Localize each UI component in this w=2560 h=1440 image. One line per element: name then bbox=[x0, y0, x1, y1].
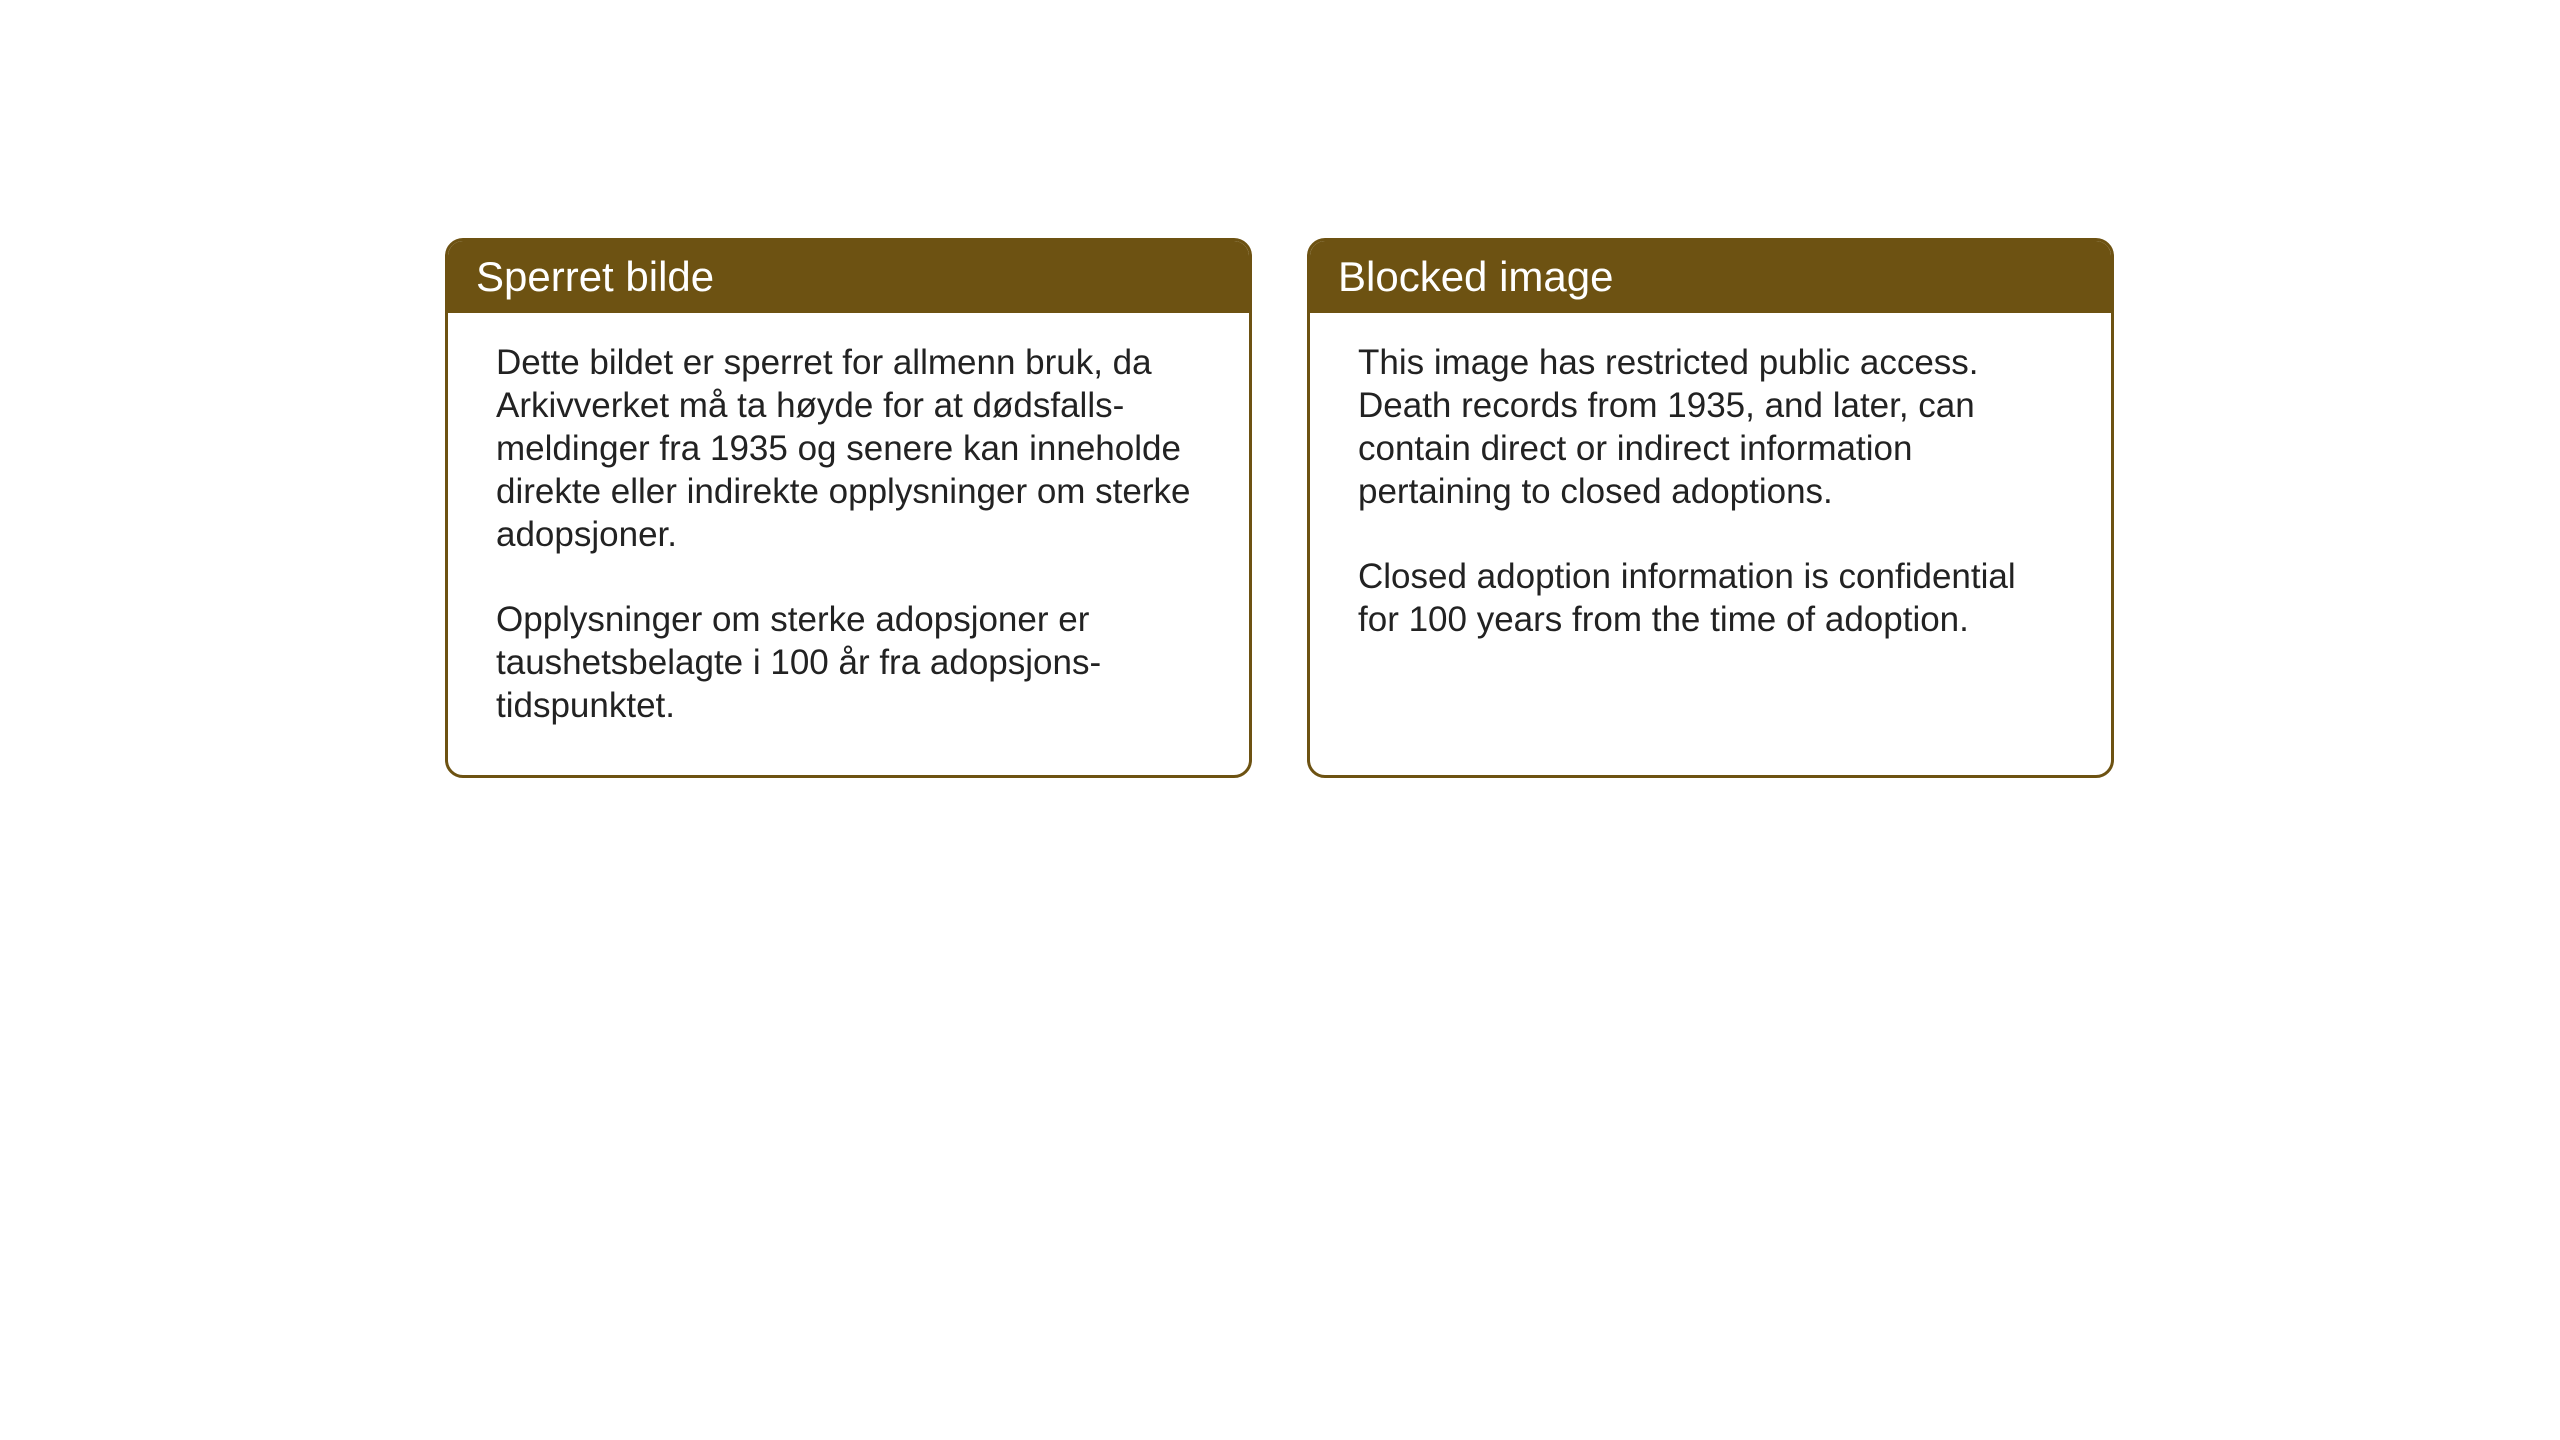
notice-container: Sperret bilde Dette bildet er sperret fo… bbox=[445, 238, 2114, 778]
card-header-norwegian: Sperret bilde bbox=[448, 241, 1249, 313]
card-title: Sperret bilde bbox=[476, 253, 714, 300]
card-title: Blocked image bbox=[1338, 253, 1613, 300]
card-paragraph: This image has restricted public access.… bbox=[1358, 341, 2063, 513]
card-body-norwegian: Dette bildet er sperret for allmenn bruk… bbox=[448, 313, 1249, 775]
card-paragraph: Opplysninger om sterke adopsjoner er tau… bbox=[496, 598, 1201, 727]
card-body-english: This image has restricted public access.… bbox=[1310, 313, 2111, 689]
card-header-english: Blocked image bbox=[1310, 241, 2111, 313]
card-paragraph: Closed adoption information is confident… bbox=[1358, 555, 2063, 641]
card-paragraph: Dette bildet er sperret for allmenn bruk… bbox=[496, 341, 1201, 556]
notice-card-english: Blocked image This image has restricted … bbox=[1307, 238, 2114, 778]
notice-card-norwegian: Sperret bilde Dette bildet er sperret fo… bbox=[445, 238, 1252, 778]
